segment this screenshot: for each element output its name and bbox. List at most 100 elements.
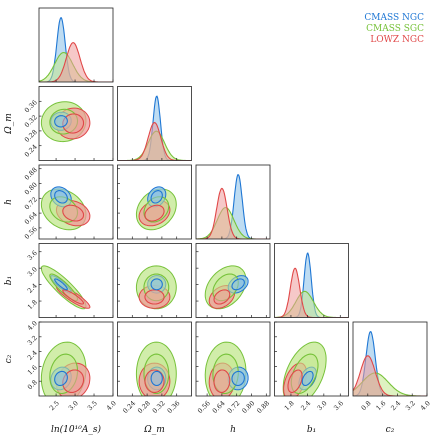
x-tick-label: 0.36 — [166, 399, 182, 415]
x-tick-label: 0.80 — [240, 399, 256, 415]
y-tick-label: 0.72 — [23, 195, 39, 211]
panel-Om-b1 — [117, 243, 192, 318]
x-tick-label: 0.88 — [255, 399, 271, 415]
marginal-fill-2 — [196, 188, 270, 239]
x-tick-label: 3.0 — [67, 399, 80, 412]
marginal-fill-1 — [39, 52, 113, 82]
y-tick-label: 0.80 — [23, 181, 39, 197]
panel-frame — [274, 321, 349, 397]
x-tick-label: 0.28 — [136, 399, 152, 415]
x-tick-label: 3.2 — [404, 399, 417, 412]
panel-h-h — [195, 164, 271, 240]
contour-1sigma-2 — [213, 369, 231, 393]
contour-1sigma-0 — [54, 190, 68, 204]
contour-1sigma-0 — [54, 278, 68, 291]
contour-1sigma-2 — [62, 204, 85, 222]
y-tick-label: 1.6 — [26, 364, 39, 377]
y-tick-label: 3.0 — [26, 265, 39, 278]
panel-Om-c2: 0.240.280.320.36 — [117, 321, 192, 415]
y-tick-label: 3.6 — [26, 249, 39, 262]
panel-frame — [117, 243, 192, 318]
marginal-fill-2 — [274, 268, 349, 318]
marginal-fill-2 — [353, 355, 427, 396]
marginal-fill-2 — [117, 122, 192, 161]
panel-frame — [38, 86, 114, 161]
y-tick-label: 0.56 — [23, 225, 39, 241]
y-tick-label: 1.8 — [26, 298, 39, 311]
y-tick-label: 0.8 — [26, 378, 39, 391]
marginal-line-2 — [196, 187, 270, 239]
y-axis-label-Om: Ω_m — [4, 113, 14, 135]
panel-lnAs-h: 0.560.640.720.800.88 — [23, 164, 114, 241]
panel-Om-Om — [117, 86, 192, 161]
contour-1sigma-0 — [150, 190, 163, 204]
y-tick-label: 0.28 — [23, 128, 39, 144]
y-axis-label-b1: b₁ — [4, 276, 14, 285]
contour-1sigma-2 — [213, 289, 231, 305]
panels: 0.240.280.320.360.560.640.720.800.881.82… — [23, 7, 432, 415]
x-tick-label: 2.5 — [48, 399, 61, 412]
contour-1sigma-2 — [287, 369, 303, 393]
x-axis-label-h: h — [230, 425, 236, 435]
panel-frame — [117, 321, 192, 397]
contour-1sigma-0 — [231, 370, 245, 387]
panel-frame — [274, 243, 349, 318]
contour-1sigma-0 — [301, 370, 314, 387]
x-tick-label: 3.5 — [86, 399, 99, 412]
y-axis-label-c2: c₂ — [4, 354, 14, 363]
x-tick-label: 1.8 — [283, 399, 296, 412]
panel-h-b1 — [195, 243, 271, 318]
panel-frame — [38, 164, 114, 240]
panel-lnAs-Om: 0.240.280.320.36 — [23, 86, 114, 161]
x-axis-label-b1: b₁ — [307, 425, 316, 435]
y-tick-label: 0.64 — [23, 210, 39, 226]
contour-1sigma-0 — [150, 370, 163, 387]
x-tick-label: 4.0 — [419, 399, 432, 412]
panel-frame — [117, 86, 192, 161]
x-tick-label: 1.6 — [374, 399, 387, 412]
contour-1sigma-2 — [144, 289, 165, 305]
marginal-line-2 — [117, 122, 192, 161]
contour-1sigma-2 — [62, 369, 85, 393]
contour-1sigma-0 — [231, 278, 245, 291]
panel-frame — [38, 321, 114, 397]
x-tick-label: 3.0 — [316, 399, 329, 412]
marginal-line-1 — [196, 206, 270, 239]
panel-frame — [195, 243, 271, 318]
contour-1sigma-0 — [54, 115, 68, 128]
x-axis-label-c2: c₂ — [386, 425, 395, 435]
y-tick-label: 4.0 — [26, 319, 39, 332]
x-axis-label-Om: Ω_m — [143, 425, 165, 435]
x-tick-label: 0.32 — [151, 399, 167, 415]
y-axis-label-h: h — [4, 199, 14, 205]
contour-1sigma-2 — [62, 113, 85, 134]
x-tick-label: 2.4 — [299, 399, 312, 412]
y-tick-label: 0.88 — [23, 166, 39, 182]
panel-c2-c2: 0.8 1.6 2.4 3.2 4.0 — [352, 321, 432, 412]
panel-b1-c2: 1.8 2.4 3.0 3.6 — [274, 321, 349, 412]
x-tick-label: 0.64 — [211, 399, 227, 415]
panel-frame — [117, 164, 192, 240]
panel-h-c2: 0.560.640.720.800.88 — [195, 321, 271, 415]
x-tick-label: 4.0 — [105, 399, 118, 412]
panel-b1-b1 — [274, 243, 349, 318]
panel-lnAs-c2: 2.5 3.0 3.5 4.0 0.81.6 2.4 3.2 4.0 — [26, 319, 118, 412]
x-axis-label-lnAs: ln(10¹⁰A_s) — [51, 424, 101, 435]
legend-entry: LOWZ NGC — [370, 35, 424, 45]
x-tick-label: 3.6 — [332, 399, 345, 412]
panel-frame — [195, 321, 271, 397]
y-tick-label: 0.24 — [23, 143, 39, 159]
y-tick-label: 2.4 — [26, 349, 39, 362]
panel-frame — [38, 7, 114, 83]
marginal-fill-2 — [39, 42, 113, 82]
legend-entry: CMASS SGC — [366, 24, 424, 34]
x-tick-label: 0.8 — [360, 399, 373, 412]
marginal-line-0 — [196, 174, 270, 239]
marginal-line-0 — [274, 252, 349, 318]
x-tick-label: 0.24 — [121, 399, 137, 415]
panel-frame — [352, 321, 428, 397]
contour-1sigma-2 — [144, 204, 165, 222]
legend-entry: CMASS NGC — [364, 13, 424, 23]
y-tick-label: 3.2 — [26, 334, 39, 347]
x-tick-label: 2.4 — [389, 399, 402, 412]
